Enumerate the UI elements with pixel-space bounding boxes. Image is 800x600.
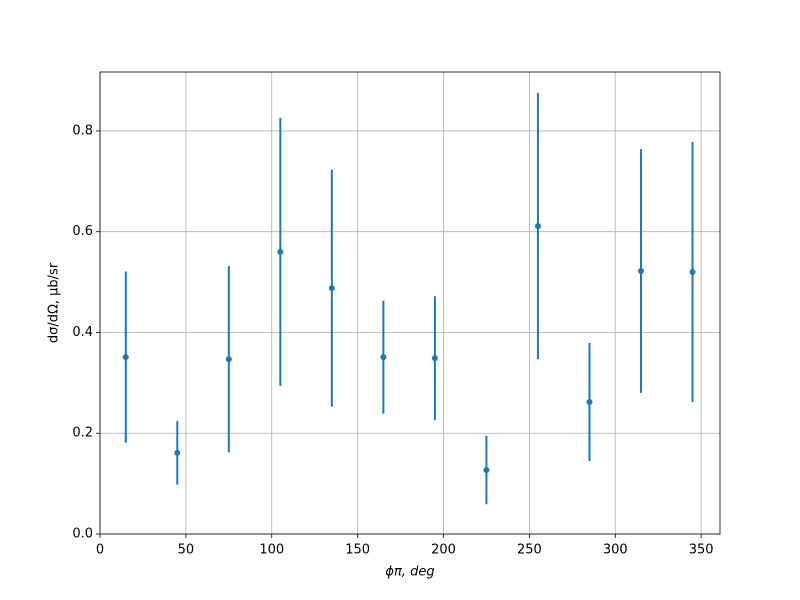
data-point [534,223,541,230]
y-tick-label: 0.2 [72,426,93,441]
data-point [483,467,490,474]
data-point [637,268,644,275]
data-point [689,269,696,276]
data-point [431,355,438,362]
y-tick-label: 0.0 [72,527,93,542]
y-axis-label: dσ/dΩ, μb/sr [47,262,62,343]
x-tick-label: 300 [603,543,628,558]
x-tick-label: 150 [345,543,370,558]
x-tick-label: 350 [689,543,714,558]
data-point [277,248,284,255]
y-tick-label: 0.8 [72,123,93,138]
plot-frame [99,71,721,535]
data-point [586,399,593,405]
x-tick-label: 50 [178,543,195,558]
data-point [328,285,335,292]
x-axis-label: ϕπ, deg [385,565,434,580]
data-point [122,354,129,361]
y-tick-label: 0.6 [72,224,93,239]
y-tick-label: 0.4 [72,325,93,340]
data-point [380,354,387,361]
data-point [174,449,181,456]
x-tick-label: 100 [259,543,284,558]
data-point [225,356,232,363]
x-tick-label: 0 [96,543,104,558]
x-tick-label: 200 [431,543,456,558]
x-tick-label: 250 [517,543,542,558]
